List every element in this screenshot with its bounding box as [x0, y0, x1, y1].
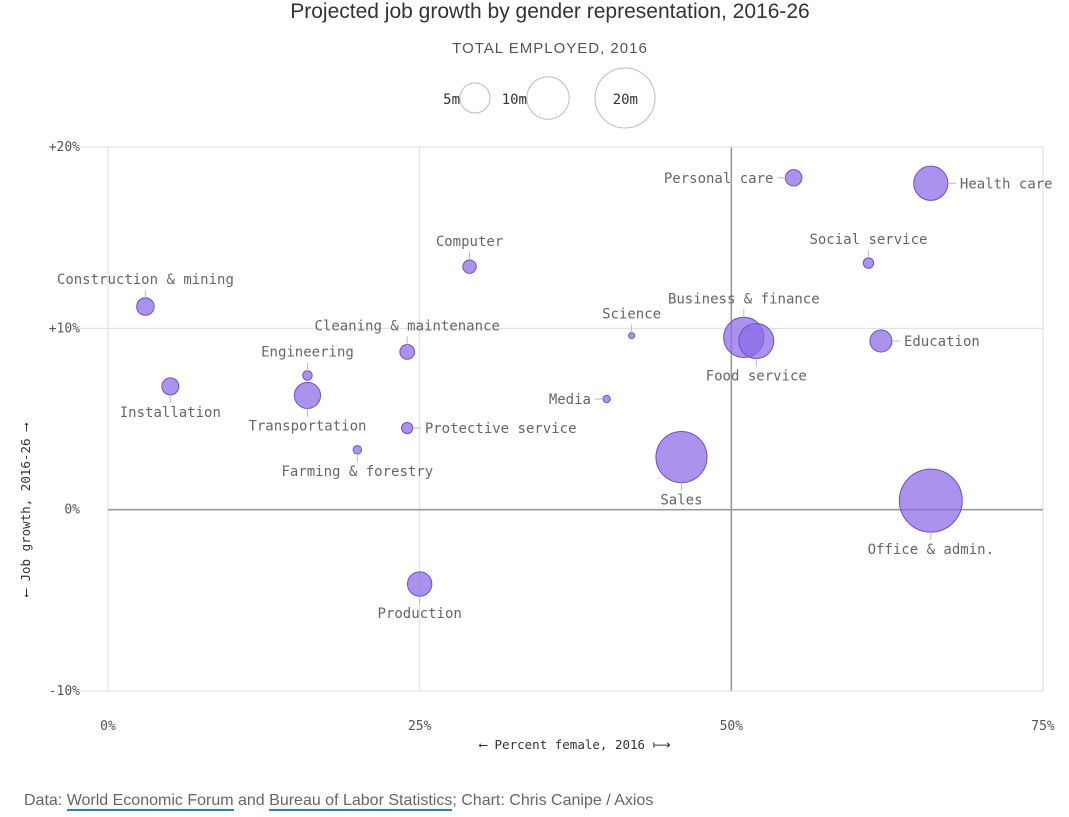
size-legend-label: 10m — [502, 92, 527, 108]
y-tick-label: -10% — [49, 684, 80, 699]
point-label: Health care — [960, 176, 1053, 192]
data-point — [738, 323, 775, 360]
point-label: Construction & mining — [57, 272, 234, 288]
data-point — [293, 381, 322, 410]
size-legend-title: TOTAL EMPLOYED, 2016 — [452, 40, 648, 57]
point-label: Media — [549, 392, 591, 408]
point-label: Transportation — [248, 419, 366, 435]
x-tick-label: 75% — [1031, 719, 1055, 734]
data-point — [869, 329, 893, 353]
point-label: Production — [378, 606, 462, 622]
source-note: Data: World Economic Forum and Bureau of… — [24, 792, 654, 811]
data-point — [898, 468, 963, 533]
data-point — [302, 370, 313, 381]
point-label: Science — [602, 307, 661, 323]
point-label: Farming & forestry — [281, 464, 433, 480]
point-label: Social service — [809, 232, 927, 248]
point-label: Protective service — [425, 421, 577, 437]
size-legend-circle — [526, 76, 570, 120]
point-label: Food service — [706, 369, 807, 385]
y-tick-label: +10% — [49, 321, 80, 336]
data-point — [399, 344, 416, 360]
y-tick-label: 0% — [64, 503, 80, 518]
source-prefix: Data: — [24, 792, 67, 809]
data-point — [462, 259, 477, 274]
data-point — [655, 431, 708, 484]
y-axis-label: ⟵ Job growth, 2016-26 ⟶ — [18, 422, 33, 598]
data-point — [602, 394, 611, 404]
size-legend-circle — [594, 67, 656, 129]
source-link-bls[interactable]: Bureau of Labor Statistics — [269, 792, 453, 811]
size-legend-label: 20m — [613, 92, 638, 108]
x-tick-label: 25% — [408, 719, 432, 734]
size-legend: 5m 10m 20m — [443, 67, 656, 129]
point-label: Sales — [660, 493, 702, 509]
data-point — [862, 257, 875, 269]
data-point — [913, 165, 949, 201]
point-label: Education — [904, 334, 980, 350]
data-point — [136, 297, 155, 316]
x-tick-label: 0% — [100, 719, 116, 734]
y-tick-label: +20% — [49, 140, 80, 155]
x-tick-label: 50% — [720, 719, 744, 734]
grid — [80, 146, 1044, 692]
chart-title: Projected job growth by gender represent… — [290, 0, 810, 23]
tick-labels: 0% 25% 50% 75% +20% +10% 0% -10% — [49, 140, 1055, 734]
point-label: Business & finance — [668, 291, 820, 307]
source-and: and — [233, 792, 270, 809]
scatter-chart: 5m 10m 20m Personal care Health care Social … — [18, 67, 1055, 752]
data-point — [401, 421, 414, 435]
size-legend-circle — [459, 82, 491, 114]
size-legend-label: 5m — [443, 92, 460, 108]
point-label: Cleaning & maintenance — [314, 319, 499, 335]
points — [136, 165, 963, 597]
point-label: Office & admin. — [868, 542, 994, 558]
data-point — [406, 571, 433, 597]
point-labels: Personal care Health care Social service Co… — [57, 171, 1053, 622]
x-axis-label: ⟵ Percent female, 2016 ⟼ — [478, 737, 670, 752]
data-point — [352, 445, 363, 455]
point-label: Computer — [436, 234, 503, 250]
source-suffix: ; Chart: Chris Canipe / Axios — [452, 792, 654, 809]
data-point — [628, 332, 636, 340]
source-link-wef[interactable]: World Economic Forum — [66, 792, 234, 811]
point-label: Installation — [120, 405, 221, 421]
data-point — [161, 377, 180, 396]
data-point — [784, 169, 803, 187]
point-label: Personal care — [664, 171, 774, 187]
point-label: Engineering — [261, 345, 354, 361]
